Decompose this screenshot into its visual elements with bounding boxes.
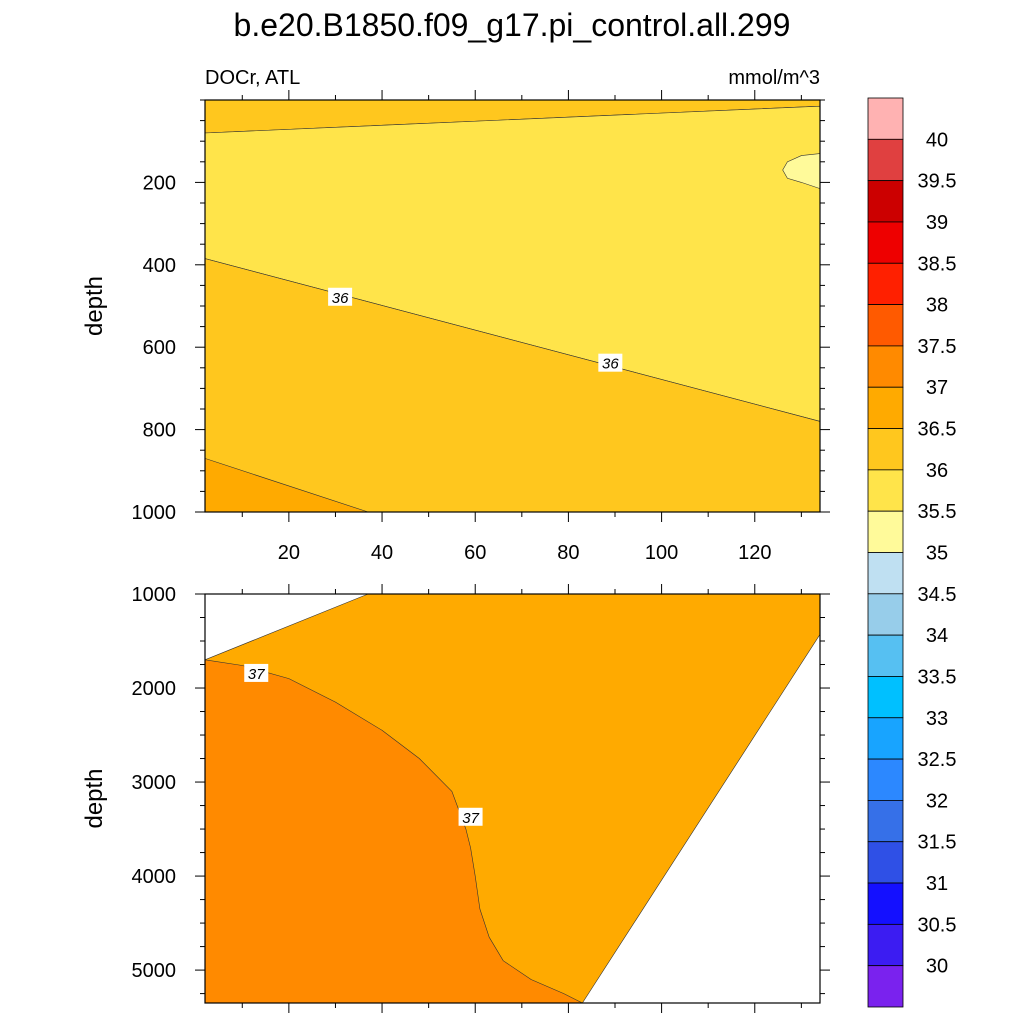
colorbar-label: 38.5 bbox=[918, 253, 957, 275]
contour-label-box bbox=[458, 807, 483, 826]
y-tick-label: 800 bbox=[143, 420, 176, 442]
colorbar-label: 31 bbox=[926, 873, 948, 895]
y-axis-label: depth bbox=[81, 276, 108, 336]
contour-label-box bbox=[244, 663, 269, 682]
colorbar-swatch bbox=[867, 304, 904, 347]
colorbar-swatch bbox=[867, 428, 904, 471]
x-tick-label: 80 bbox=[557, 542, 579, 564]
colorbar-swatch bbox=[867, 965, 904, 1008]
colorbar-swatch bbox=[867, 180, 904, 223]
colorbar-label: 36.5 bbox=[918, 419, 957, 441]
colorbar-label: 30 bbox=[926, 956, 948, 978]
colorbar-swatch bbox=[867, 593, 904, 636]
colorbar-swatch bbox=[867, 882, 904, 925]
colorbar-swatch bbox=[867, 469, 904, 512]
variable-subtitle: DOCr, ATL bbox=[205, 67, 300, 89]
contour-label-text: 37 bbox=[462, 810, 479, 827]
contour-band bbox=[782, 153, 821, 190]
colorbar-label: 37.5 bbox=[918, 336, 957, 358]
units-subtitle: mmol/m^3 bbox=[728, 67, 820, 89]
y-tick-label: 4000 bbox=[132, 866, 177, 888]
contour-band bbox=[204, 659, 583, 1004]
colorbar-swatch bbox=[867, 923, 904, 967]
colorbar-label: 37 bbox=[926, 377, 948, 399]
colorbar-label: 32 bbox=[926, 790, 948, 812]
y-tick-label: 400 bbox=[143, 255, 176, 277]
colorbar-swatch bbox=[867, 510, 904, 553]
colorbar-label: 32.5 bbox=[918, 749, 957, 771]
colorbar-label: 30.5 bbox=[918, 914, 957, 936]
chart-title: b.e20.B1850.f09_g17.pi_control.all.299 bbox=[234, 7, 791, 43]
y-axis-label: depth bbox=[81, 768, 108, 828]
colorbar-label: 33 bbox=[926, 708, 948, 730]
colorbar-swatch bbox=[867, 758, 904, 801]
colorbar-swatch bbox=[867, 841, 904, 884]
upper-panel: 20 40 60 80 100 120 200 400 600 800 1000 depth 36 36 bbox=[81, 90, 830, 564]
y-tick-label: 200 bbox=[143, 172, 176, 194]
y-tick-label: 600 bbox=[143, 337, 176, 359]
colorbar-label: 34 bbox=[926, 625, 948, 647]
y-tick-label: 1000 bbox=[132, 584, 177, 606]
colorbar-label: 35 bbox=[926, 543, 948, 565]
contour-label-text: 37 bbox=[248, 666, 265, 683]
colorbar: 40 39.5 39 38.5 38 37.5 37 36.5 36 35.5 35 34.5 34 33… bbox=[867, 97, 957, 1008]
y-tick-label: 3000 bbox=[132, 772, 177, 794]
colorbar-label: 40 bbox=[926, 129, 948, 151]
colorbar-label: 36 bbox=[926, 460, 948, 482]
colorbar-swatch bbox=[867, 138, 904, 182]
colorbar-swatch bbox=[867, 97, 904, 140]
x-tick-label: 120 bbox=[738, 542, 771, 564]
colorbar-label: 31.5 bbox=[918, 832, 957, 854]
colorbar-swatch bbox=[867, 386, 904, 429]
x-tick-label: 100 bbox=[645, 542, 678, 564]
colorbar-label: 35.5 bbox=[918, 501, 957, 523]
contour-label-text: 36 bbox=[332, 290, 349, 307]
contour-label: 36 bbox=[598, 353, 623, 373]
contour-label: 37 bbox=[244, 663, 269, 683]
colorbar-label: 33.5 bbox=[918, 666, 957, 688]
colorbar-swatch bbox=[867, 262, 904, 305]
contour-label: 36 bbox=[328, 287, 353, 307]
x-tick-label: 20 bbox=[278, 542, 300, 564]
x-tick-label: 40 bbox=[371, 542, 393, 564]
colorbar-swatch bbox=[867, 345, 904, 388]
y-tick-label: 2000 bbox=[132, 678, 177, 700]
colorbar-swatch bbox=[867, 717, 904, 760]
contour-label-text: 36 bbox=[602, 356, 619, 373]
contour-label: 37 bbox=[458, 807, 483, 827]
contour-label-box bbox=[598, 353, 623, 372]
colorbar-swatch bbox=[867, 800, 904, 843]
colorbar-swatch bbox=[867, 552, 904, 595]
y-tick-label: 1000 bbox=[132, 502, 177, 524]
lower-panel: 1000 2000 3000 4000 5000 depth 37 37 bbox=[81, 584, 830, 1013]
contour-label-box bbox=[328, 287, 353, 306]
colorbar-label: 39 bbox=[926, 212, 948, 234]
y-tick-label: 5000 bbox=[132, 960, 177, 982]
colorbar-swatch bbox=[867, 221, 904, 264]
colorbar-swatch bbox=[867, 676, 904, 719]
colorbar-swatch bbox=[867, 634, 904, 677]
colorbar-label: 34.5 bbox=[918, 584, 957, 606]
colorbar-label: 39.5 bbox=[918, 171, 957, 193]
plot-frame bbox=[204, 593, 821, 1004]
x-tick-label: 60 bbox=[464, 542, 486, 564]
colorbar-label: 38 bbox=[926, 295, 948, 317]
